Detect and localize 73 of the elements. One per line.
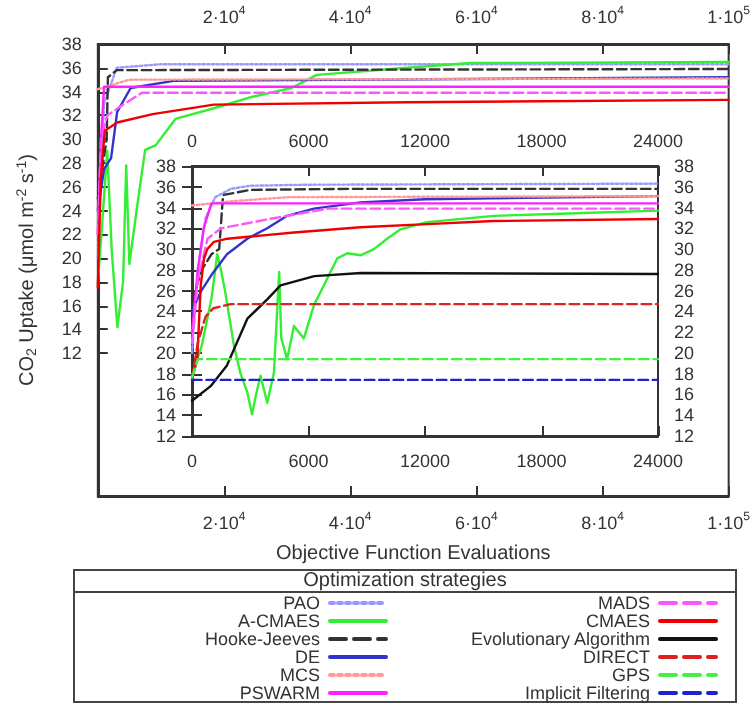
x2-tick-label: 24000: [632, 131, 684, 151]
y-tick-label: 28: [61, 152, 82, 173]
y-tick-label: 26: [61, 176, 82, 197]
x-tick-label: 6000: [288, 451, 329, 471]
y-tick-label: 20: [61, 248, 82, 269]
x-axis-title: Objective Function Evaluations: [275, 543, 551, 565]
y2-tick-label: 16: [674, 384, 695, 405]
y-tick-label: 12: [61, 343, 82, 364]
y-tick-label: 38: [155, 156, 176, 176]
y-tick-label: 20: [155, 342, 176, 363]
y-tick-label: 14: [155, 405, 176, 426]
legend-label: Hooke-Jeeves: [204, 629, 321, 649]
legend-label: GPS: [611, 665, 650, 685]
y-tick-label: 18: [155, 363, 176, 384]
y-tick-label: 32: [155, 218, 176, 239]
y-tick-label: 26: [155, 280, 176, 301]
legend-label: MCS: [280, 665, 320, 685]
x-tick-label: 24000: [632, 451, 684, 471]
legend-label: DIRECT: [583, 647, 651, 667]
y2-tick-label: 26: [674, 280, 695, 301]
legend-label: PSWARM: [239, 683, 320, 703]
line-series: [96, 60, 730, 329]
y-tick-label: 36: [155, 176, 176, 197]
line-series: [190, 209, 660, 416]
y-tick-label: 12: [155, 426, 176, 446]
x2-tick-label: 18000: [516, 131, 567, 151]
y2-tick-label: 36: [674, 176, 695, 197]
y2-tick-label: 28: [674, 259, 695, 280]
x2-tick-label: 6000: [288, 131, 329, 151]
x-tick-label: 0: [186, 451, 198, 471]
legend-label: CMAES: [585, 611, 650, 631]
legend-label: Implicit Filtering: [524, 683, 650, 703]
y2-tick-label: 14: [674, 405, 695, 426]
y2-tick-label: 20: [674, 342, 695, 363]
y-tick-label: 32: [61, 105, 82, 126]
y-tick-label: 22: [61, 224, 82, 245]
legend-title: Optimization strategies: [303, 570, 507, 592]
y-tick-label: 30: [61, 129, 82, 150]
x-tick-label: 12000: [399, 451, 451, 471]
y2-tick-label: 18: [674, 363, 695, 384]
y-tick-label: 38: [61, 34, 82, 54]
line-series: [190, 182, 660, 355]
y-tick-label: 34: [61, 81, 82, 102]
legend-label: Evolutionary Algorithm: [470, 629, 650, 649]
y2-tick-label: 22: [674, 322, 695, 343]
x2-tick-label: 0: [186, 131, 198, 151]
y-tick-label: 16: [61, 295, 82, 316]
legend-label: DE: [294, 647, 320, 667]
line-series: [190, 302, 660, 381]
y2-tick-label: 12: [674, 426, 695, 446]
y-tick-label: 28: [155, 259, 176, 280]
y-tick-label: 34: [155, 197, 176, 218]
legend-label: MADS: [597, 593, 650, 613]
legend-label: A-CMAES: [237, 611, 320, 631]
y2-tick-label: 38: [674, 156, 695, 176]
y2-tick-label: 34: [674, 197, 695, 218]
y-tick-label: 22: [155, 322, 176, 343]
line-series: [190, 217, 660, 381]
y2-tick-label: 30: [674, 239, 695, 260]
y-tick-label: 16: [155, 384, 176, 405]
y-tick-label: 36: [61, 57, 82, 78]
y-tick-label: 14: [61, 319, 82, 340]
line-series: [190, 271, 660, 402]
y-tick-label: 24: [155, 301, 176, 322]
y-tick-label: 24: [61, 200, 82, 221]
line-series: [96, 63, 730, 260]
y2-tick-label: 32: [674, 218, 695, 239]
x-tick-label: 18000: [516, 451, 567, 471]
legend-label: PAO: [283, 593, 320, 613]
y-tick-label: 30: [155, 239, 176, 260]
x2-tick-label: 12000: [399, 131, 451, 151]
y-tick-label: 18: [61, 271, 82, 292]
y2-tick-label: 24: [674, 301, 695, 322]
